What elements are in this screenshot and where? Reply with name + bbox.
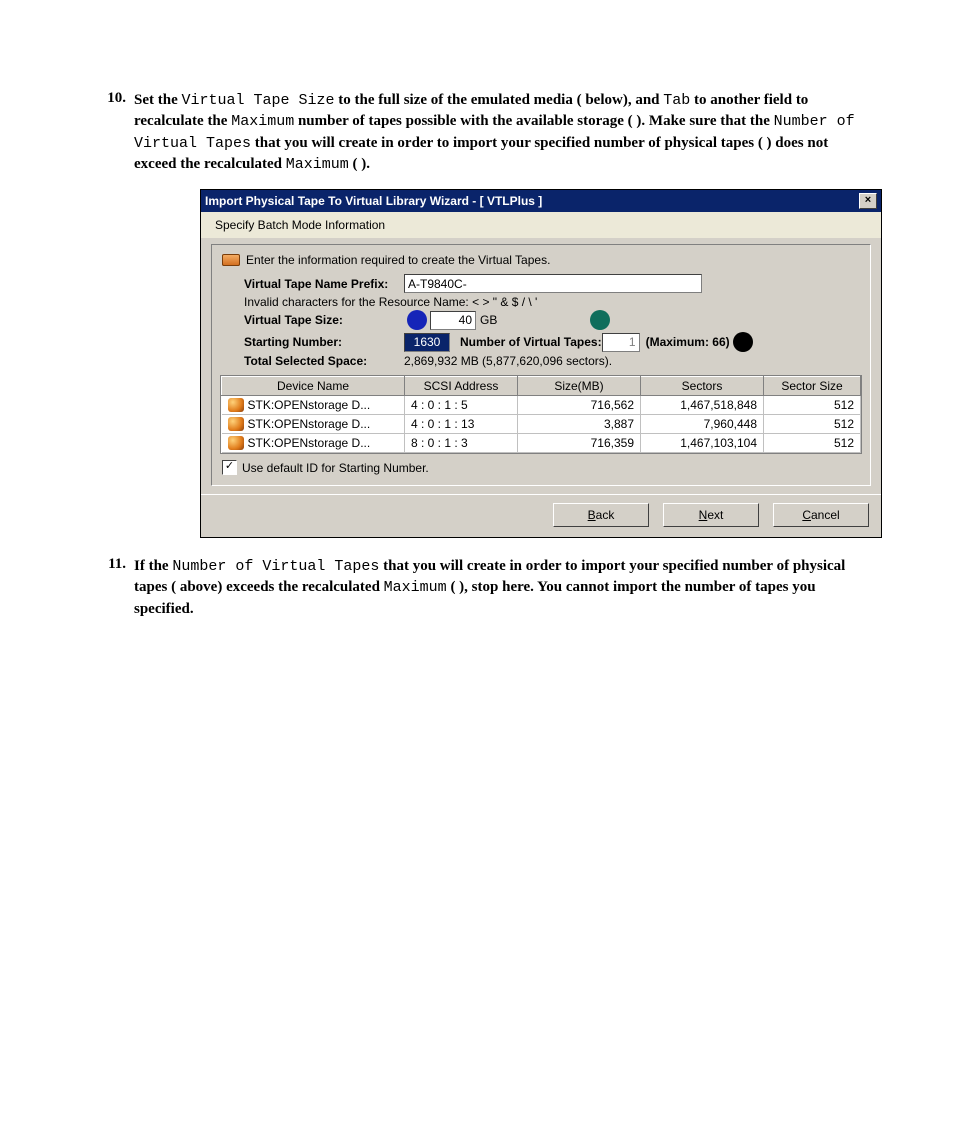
t: Number of Virtual Tapes <box>172 558 379 575</box>
t: If the <box>134 558 172 574</box>
default-id-row: ✓ Use default ID for Starting Number. <box>220 454 862 477</box>
t: number of tapes possible with the availa… <box>294 113 773 129</box>
sector-size: 512 <box>764 396 861 415</box>
invalid-chars-note: Invalid characters for the Resource Name… <box>220 295 862 309</box>
teal-marker-icon <box>590 310 610 330</box>
prefix-input[interactable] <box>404 274 702 293</box>
size-mb: 716,359 <box>518 434 641 453</box>
size-unit: GB <box>480 313 497 327</box>
sectors: 1,467,518,848 <box>641 396 764 415</box>
wizard-subtitle: Specify Batch Mode Information <box>201 212 881 238</box>
device-icon <box>228 436 244 450</box>
disk-icon <box>222 254 240 266</box>
table-row[interactable]: STK:OPENstorage D... 8 : 0 : 1 : 3716,359… <box>222 434 861 453</box>
prefix-row: Virtual Tape Name Prefix: <box>220 273 862 294</box>
step-11-body: If the Number of Virtual Tapes that you … <box>134 556 864 619</box>
col-size[interactable]: Size(MB) <box>518 377 641 396</box>
back-button[interactable]: Back <box>553 503 649 527</box>
starting-number-input[interactable] <box>404 333 450 352</box>
size-row: Virtual Tape Size: GB <box>220 309 862 331</box>
numtapes-label: Number of Virtual Tapes: <box>460 335 602 349</box>
device-name: STK:OPENstorage D... <box>248 436 371 450</box>
sectors: 7,960,448 <box>641 415 764 434</box>
tape-size-input[interactable] <box>430 311 476 330</box>
total-label: Total Selected Space: <box>244 354 404 368</box>
step-10: 10. Set the Virtual Tape Size to the ful… <box>90 90 864 175</box>
t: Tab <box>663 92 690 109</box>
button-bar: Back Next Cancel <box>201 494 881 537</box>
scsi-address: 4 : 0 : 1 : 13 <box>405 415 518 434</box>
sectors: 1,467,103,104 <box>641 434 764 453</box>
num-tapes-input[interactable] <box>602 333 640 352</box>
prefix-label: Virtual Tape Name Prefix: <box>244 277 404 291</box>
col-sector-size[interactable]: Sector Size <box>764 377 861 396</box>
default-id-label: Use default ID for Starting Number. <box>242 461 429 475</box>
step-10-body: Set the Virtual Tape Size to the full si… <box>134 90 864 175</box>
device-name: STK:OPENstorage D... <box>248 417 371 431</box>
step-number: 11. <box>90 556 134 619</box>
intro-text: Enter the information required to create… <box>246 253 550 267</box>
col-sectors[interactable]: Sectors <box>641 377 764 396</box>
total-row: Total Selected Space: 2,869,932 MB (5,87… <box>220 353 862 369</box>
titlebar: Import Physical Tape To Virtual Library … <box>201 190 881 212</box>
wizard-panel: Enter the information required to create… <box>211 244 871 486</box>
device-icon <box>228 398 244 412</box>
t: Set the <box>134 92 182 108</box>
t: Maximum <box>384 579 447 596</box>
device-table: Device Name SCSI Address Size(MB) Sector… <box>220 375 862 454</box>
close-icon[interactable]: × <box>859 193 877 209</box>
starting-row: Starting Number: Number of Virtual Tapes… <box>220 331 862 353</box>
sector-size: 512 <box>764 415 861 434</box>
t: Maximum <box>231 113 294 130</box>
sector-size: 512 <box>764 434 861 453</box>
t: to the full size of the emulated media (… <box>335 92 664 108</box>
table-row[interactable]: STK:OPENstorage D... 4 : 0 : 1 : 133,8877… <box>222 415 861 434</box>
total-value: 2,869,932 MB (5,877,620,096 sectors). <box>404 354 612 368</box>
maximum-label: (Maximum: 66) <box>646 335 730 349</box>
col-device[interactable]: Device Name <box>222 377 405 396</box>
step-11: 11. If the Number of Virtual Tapes that … <box>90 556 864 619</box>
window-title: Import Physical Tape To Virtual Library … <box>205 194 859 208</box>
intro-row: Enter the information required to create… <box>220 251 862 273</box>
size-label: Virtual Tape Size: <box>244 313 404 327</box>
cancel-button[interactable]: Cancel <box>773 503 869 527</box>
size-mb: 3,887 <box>518 415 641 434</box>
scsi-address: 4 : 0 : 1 : 5 <box>405 396 518 415</box>
scsi-address: 8 : 0 : 1 : 3 <box>405 434 518 453</box>
device-icon <box>228 417 244 431</box>
starting-label: Starting Number: <box>244 335 404 349</box>
blue-marker-icon <box>407 310 427 330</box>
table-row[interactable]: STK:OPENstorage D... 4 : 0 : 1 : 5716,562… <box>222 396 861 415</box>
t: ( ). <box>349 156 370 172</box>
import-wizard-dialog: Import Physical Tape To Virtual Library … <box>200 189 882 538</box>
size-mb: 716,562 <box>518 396 641 415</box>
black-marker-icon <box>733 332 753 352</box>
device-name: STK:OPENstorage D... <box>248 398 371 412</box>
step-number: 10. <box>90 90 134 175</box>
col-scsi[interactable]: SCSI Address <box>405 377 518 396</box>
t: Maximum <box>286 156 349 173</box>
next-button[interactable]: Next <box>663 503 759 527</box>
default-id-checkbox[interactable]: ✓ <box>222 460 237 475</box>
t: Virtual Tape Size <box>182 92 335 109</box>
